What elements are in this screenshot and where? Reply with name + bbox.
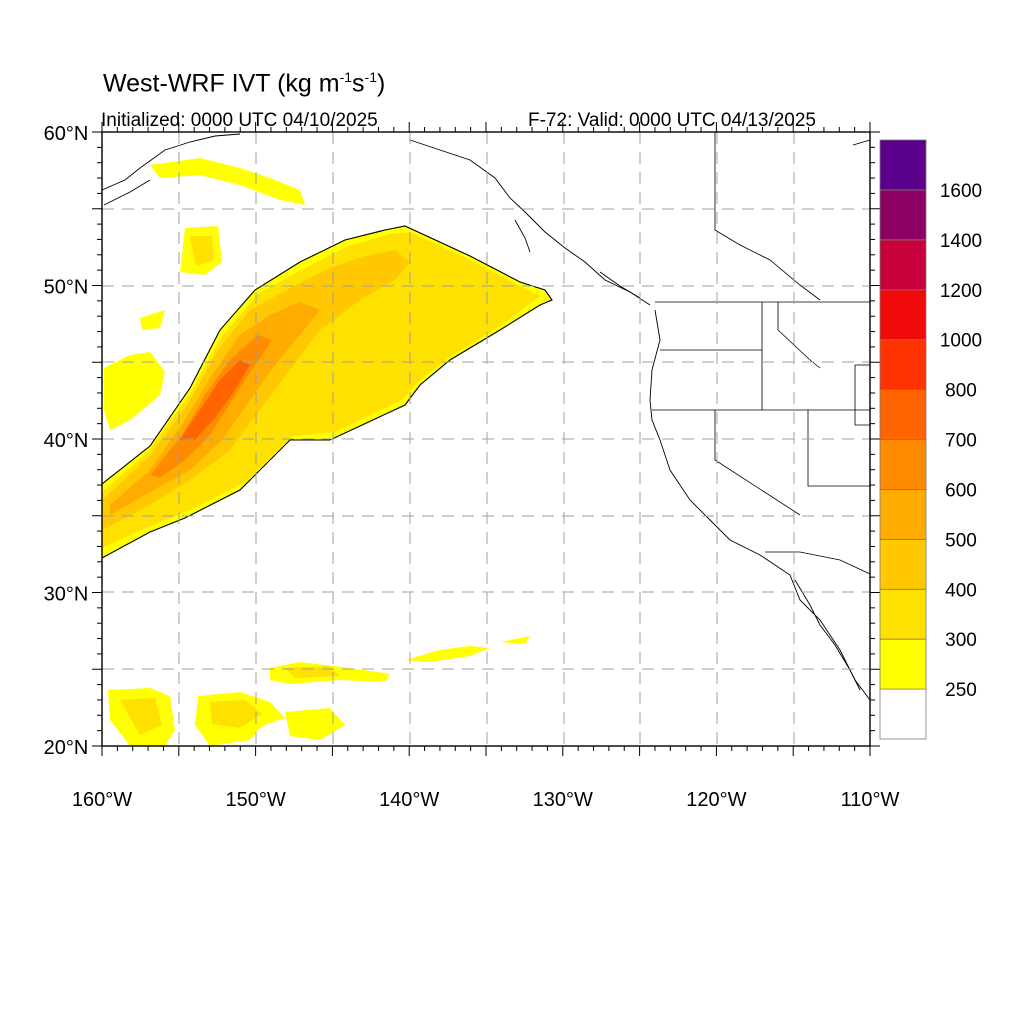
ivt-patch (285, 666, 340, 678)
ivt-patch (140, 310, 165, 330)
colorbar-label: 500 (945, 530, 977, 551)
colorbar-label: 1200 (940, 281, 982, 302)
ivt-contour-300 (102, 232, 540, 548)
colorbar-box (879, 538, 927, 590)
colorbar-box (879, 439, 927, 490)
initialized-time: Initialized: 0000 UTC 04/10/2025 (101, 110, 378, 131)
ivt-patch (500, 636, 530, 644)
axis-ticks (92, 122, 880, 756)
lon-tick-label: 160°W (72, 789, 132, 811)
coastline (102, 133, 870, 701)
lon-tick-label: 130°W (533, 789, 593, 811)
lat-tick-label: 30°N (44, 584, 89, 606)
ivt-patch (120, 698, 162, 735)
colorbar-label: 1400 (940, 231, 982, 252)
ivt-patch (405, 646, 490, 662)
lat-tick-label: 50°N (44, 277, 89, 299)
colorbar-box (879, 489, 927, 540)
ivt-patch (150, 158, 305, 205)
colorbar-box (879, 239, 927, 291)
lon-tick-label: 150°W (225, 789, 285, 811)
colorbar-box (879, 339, 927, 390)
state-borders (652, 132, 870, 575)
ivt-patch (210, 700, 262, 728)
ivt-patch (104, 352, 165, 430)
lat-tick-label: 60°N (44, 123, 89, 145)
ivt-outline (102, 225, 553, 559)
colorbar-label: 800 (945, 381, 977, 402)
lon-tick-label: 110°W (841, 789, 900, 811)
lon-tick-label: 140°W (379, 789, 439, 811)
lon-tick-labels: 160°W 150°W 140°W 130°W 120°W 110°W (72, 789, 900, 811)
colorbar-box (879, 638, 927, 690)
colorbar-label: 600 (945, 480, 977, 501)
colorbar: 250 300 400 500 600 700 800 1000 1200 1400 1600 (879, 139, 982, 740)
lat-tick-label: 20°N (44, 737, 89, 759)
ivt-shading (102, 158, 552, 746)
colorbar-box (879, 289, 927, 341)
colorbar-label: 1600 (940, 181, 982, 202)
lat-tick-labels: 60°N 50°N 40°N 30°N 20°N (44, 123, 89, 759)
map-title: West-WRF IVT (kg m-1s-1) (103, 69, 386, 98)
colorbar-box (879, 588, 927, 640)
ivt-patch (285, 708, 345, 740)
colorbar-box (879, 139, 927, 191)
colorbar-box (879, 688, 927, 740)
colorbar-label: 700 (945, 431, 977, 452)
colorbar-box (879, 189, 927, 241)
valid-time: F-72: Valid: 0000 UTC 04/13/2025 (528, 110, 816, 131)
ivt-patch (190, 236, 214, 266)
ivt-contour-700 (180, 360, 250, 440)
graticule (102, 132, 870, 746)
lon-tick-label: 120°W (686, 789, 746, 811)
colorbar-label: 250 (945, 680, 977, 701)
colorbar-label: 300 (945, 630, 977, 651)
lat-tick-label: 40°N (44, 430, 89, 452)
colorbar-label: 400 (945, 580, 977, 601)
colorbar-box (879, 389, 927, 440)
colorbar-label: 1000 (940, 331, 982, 352)
